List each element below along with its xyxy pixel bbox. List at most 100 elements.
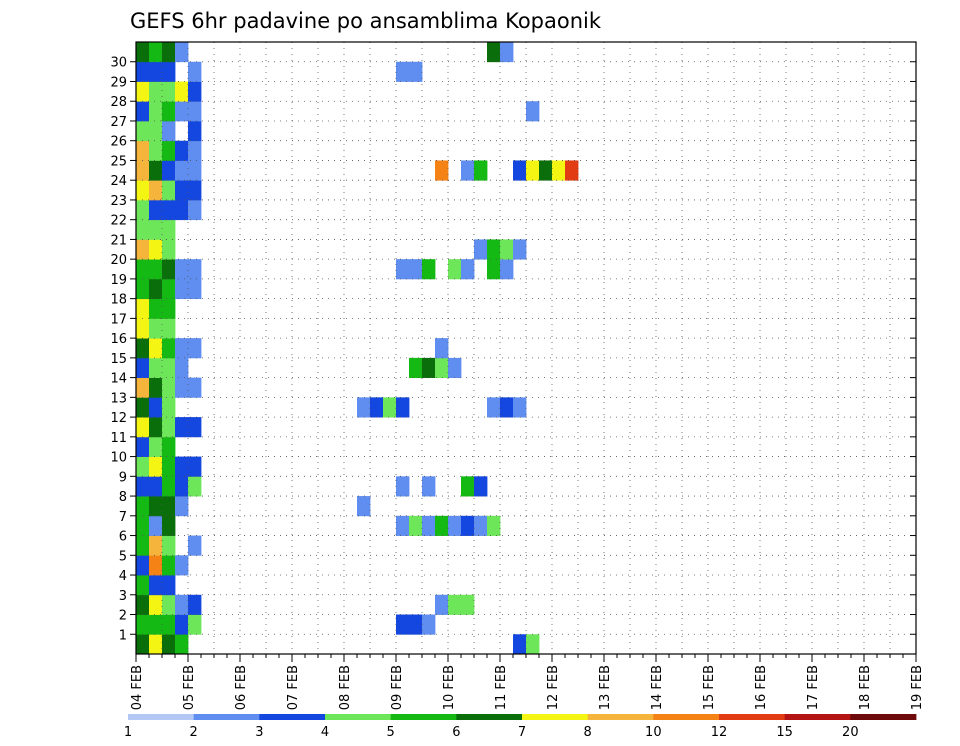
heatmap-cell bbox=[565, 160, 579, 181]
x-tick-label: 12 FEB bbox=[546, 665, 561, 710]
heatmap-cell bbox=[136, 476, 150, 497]
heatmap-cell bbox=[396, 515, 410, 536]
heatmap-cell bbox=[136, 614, 150, 635]
x-tick-label: 08 FEB bbox=[338, 665, 353, 710]
heatmap-cell bbox=[188, 377, 202, 398]
heatmap-cell bbox=[474, 160, 488, 181]
y-tick-label: 15 bbox=[110, 352, 127, 367]
heatmap-cell bbox=[149, 140, 163, 161]
y-tick-label: 13 bbox=[110, 391, 127, 406]
y-tick-label: 14 bbox=[110, 372, 127, 387]
heatmap-cell bbox=[136, 456, 150, 477]
heatmap-cell bbox=[175, 377, 189, 398]
heatmap-cell bbox=[162, 219, 176, 240]
y-tick-label: 26 bbox=[110, 135, 127, 150]
heatmap-cell bbox=[149, 555, 163, 576]
x-tick-label: 18 FEB bbox=[858, 665, 873, 710]
heatmap-cell bbox=[149, 160, 163, 181]
heatmap-cell bbox=[136, 219, 150, 240]
heatmap-cell bbox=[162, 278, 176, 300]
colorbar-label: 8 bbox=[584, 725, 592, 740]
y-tick-label: 20 bbox=[110, 253, 127, 268]
heatmap-cell bbox=[149, 278, 163, 300]
heatmap-cell bbox=[370, 397, 384, 418]
x-tick-label: 09 FEB bbox=[390, 665, 405, 710]
heatmap-cell bbox=[188, 456, 202, 477]
heatmap-cell bbox=[175, 278, 189, 300]
heatmap-cell bbox=[136, 61, 150, 82]
heatmap-cell bbox=[149, 377, 163, 398]
y-tick-label: 12 bbox=[110, 411, 127, 426]
heatmap-cell bbox=[513, 634, 527, 655]
colorbar-swatch bbox=[456, 714, 523, 720]
x-tick-label: 13 FEB bbox=[598, 665, 613, 710]
heatmap-cell bbox=[149, 318, 163, 339]
heatmap-cell bbox=[461, 259, 475, 280]
y-tick-label: 7 bbox=[119, 510, 127, 525]
colorbar-label: 1 bbox=[124, 725, 132, 740]
heatmap-cell bbox=[409, 614, 423, 635]
colorbar-swatch bbox=[653, 714, 720, 720]
heatmap-cell bbox=[136, 397, 150, 418]
y-tick-label: 28 bbox=[110, 95, 127, 110]
heatmap-cell bbox=[162, 377, 176, 398]
colorbar-swatch bbox=[325, 714, 392, 720]
heatmap-cell bbox=[175, 555, 189, 576]
heatmap-cell bbox=[162, 535, 176, 556]
heatmap-cell bbox=[149, 101, 163, 122]
heatmap-cell bbox=[448, 259, 462, 280]
colorbar-label: 2 bbox=[190, 725, 198, 740]
heatmap-cell bbox=[149, 575, 163, 596]
heatmap-cell bbox=[552, 160, 566, 181]
heatmap-cell bbox=[149, 120, 163, 142]
heatmap-cell bbox=[487, 259, 501, 280]
heatmap-cell bbox=[435, 357, 449, 379]
heatmap-cell bbox=[513, 239, 527, 260]
colorbar-label: 12 bbox=[711, 725, 728, 740]
colorbar-swatch bbox=[784, 714, 851, 720]
colorbar-label: 7 bbox=[518, 725, 526, 740]
heatmap-cell bbox=[175, 180, 189, 201]
heatmap-cell bbox=[422, 357, 436, 379]
heatmap-cell bbox=[162, 634, 176, 655]
heatmap-cell bbox=[396, 614, 410, 635]
colorbar-label: 6 bbox=[452, 725, 460, 740]
heatmap-cell bbox=[188, 417, 202, 438]
heatmap-cell bbox=[175, 456, 189, 477]
heatmap-cell bbox=[487, 42, 501, 63]
heatmap-cell bbox=[175, 81, 189, 102]
x-tick-label: 05 FEB bbox=[182, 665, 197, 710]
x-tick-label: 07 FEB bbox=[286, 665, 301, 710]
heatmap-cell bbox=[149, 61, 163, 82]
heatmap-cell bbox=[149, 456, 163, 477]
heatmap-cell bbox=[162, 61, 176, 82]
heatmap-cell bbox=[175, 594, 189, 615]
heatmap-cell bbox=[136, 515, 150, 536]
y-tick-label: 8 bbox=[119, 490, 127, 505]
heatmap-cell bbox=[422, 515, 436, 536]
heatmap-cell bbox=[162, 160, 176, 181]
heatmap-cell bbox=[175, 417, 189, 438]
heatmap-cell bbox=[162, 357, 176, 379]
colorbar-swatch bbox=[850, 714, 917, 720]
heatmap-cell bbox=[162, 81, 176, 102]
colorbar-swatch bbox=[522, 714, 589, 720]
heatmap-cell bbox=[162, 318, 176, 339]
heatmap-cell bbox=[175, 101, 189, 122]
heatmap-cell bbox=[149, 436, 163, 457]
heatmap-cell bbox=[162, 120, 176, 142]
heatmap-cell bbox=[162, 496, 176, 517]
colorbar-swatch bbox=[259, 714, 326, 720]
y-tick-label: 25 bbox=[110, 154, 127, 169]
heatmap-cell bbox=[162, 338, 176, 359]
heatmap-cell bbox=[162, 555, 176, 576]
grid-lines bbox=[136, 42, 916, 654]
colorbar-label: 20 bbox=[842, 725, 859, 740]
heatmap-cell bbox=[149, 594, 163, 615]
y-tick-label: 5 bbox=[119, 549, 127, 564]
heatmap-cell bbox=[136, 594, 150, 615]
heatmap-cell bbox=[435, 338, 449, 359]
y-tick-label: 3 bbox=[119, 589, 127, 604]
y-tick-label: 19 bbox=[110, 273, 127, 288]
